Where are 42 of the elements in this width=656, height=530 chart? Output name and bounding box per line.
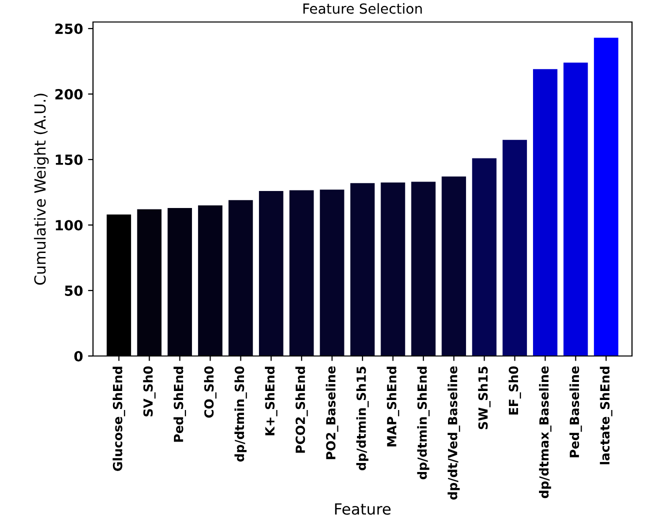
x-tick-label: SV_Sh0 [143,366,156,416]
bar [411,182,436,356]
bar [198,205,222,356]
x-axis-title: Feature [335,503,391,515]
x-tick-label: lactate_ShEnd [600,366,612,464]
bar [258,190,284,356]
bar [289,190,314,356]
x-tick-label: dp/dt/Ved_Baseline [448,366,460,500]
bar [168,208,192,356]
y-tick-label: 150 [56,154,83,166]
chart-title: Feature Selection [303,3,422,14]
bar [502,140,527,356]
x-tick-label: Glucose_ShEnd [112,366,126,471]
x-tick-label: SW_Sh15 [478,366,491,430]
x-tick-label: dp/dtmin_Sh0 [234,366,247,462]
x-tick-label: EF_Sh0 [508,366,521,414]
bar [320,190,344,356]
x-tick-label: dp/dtmin_Sh15 [356,366,369,470]
x-tick-label: CO_Sh0 [204,366,216,418]
y-tick-label: 50 [65,285,83,296]
x-tick-label: K+_ShEnd [264,366,278,436]
x-tick-label: Ped_ShEnd [174,366,186,442]
x-tick-label: Ped_Baseline [569,366,582,458]
bar [594,38,618,356]
x-tick-label: dp/dtmin_ShEnd [417,366,430,480]
y-tick-label: 250 [55,24,83,34]
x-tick-label: PCO2_ShEnd [295,366,308,453]
bar [137,209,162,356]
y-axis-title: Cumulative Weight (A.U.) [34,94,49,285]
bar [472,158,496,356]
x-tick-label: PO2_Baseline [326,366,338,460]
bar [228,200,253,356]
y-tick-label: 0 [74,350,83,362]
bar [563,62,588,356]
y-tick-label: 200 [55,89,83,100]
bar [350,183,375,356]
bar [380,182,406,356]
bar [442,176,466,356]
bar [533,69,558,356]
y-tick-label: 100 [56,220,83,230]
x-tick-label: dp/dtmax_Baseline [538,366,552,498]
x-tick-label: MAP_ShEnd [386,366,400,446]
